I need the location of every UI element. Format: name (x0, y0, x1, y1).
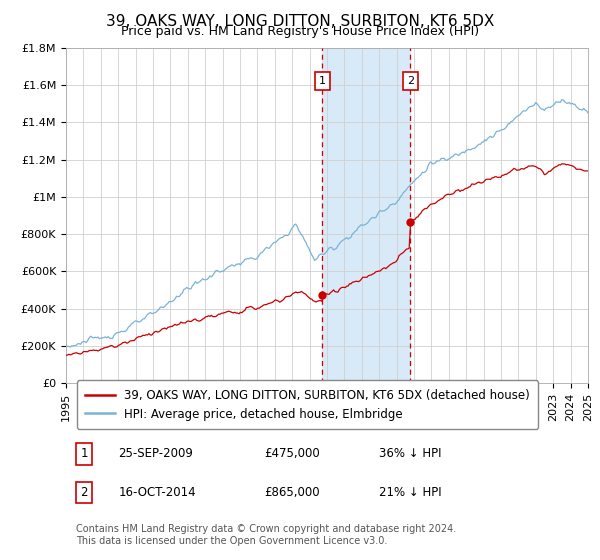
Text: 25-SEP-2009: 25-SEP-2009 (118, 447, 193, 460)
Bar (322, 48, 410, 383)
Text: 39, OAKS WAY, LONG DITTON, SURBITON, KT6 5DX: 39, OAKS WAY, LONG DITTON, SURBITON, KT6… (106, 14, 494, 29)
Text: 21% ↓ HPI: 21% ↓ HPI (379, 486, 442, 500)
Text: 1: 1 (319, 76, 326, 86)
Text: Contains HM Land Registry data © Crown copyright and database right 2024.
This d: Contains HM Land Registry data © Crown c… (76, 524, 457, 546)
Text: 1: 1 (80, 447, 88, 460)
Text: £865,000: £865,000 (265, 486, 320, 500)
Text: 36% ↓ HPI: 36% ↓ HPI (379, 447, 442, 460)
Text: 2: 2 (407, 76, 414, 86)
Text: £475,000: £475,000 (265, 447, 320, 460)
Text: Price paid vs. HM Land Registry's House Price Index (HPI): Price paid vs. HM Land Registry's House … (121, 25, 479, 38)
Legend: 39, OAKS WAY, LONG DITTON, SURBITON, KT6 5DX (detached house), HPI: Average pric: 39, OAKS WAY, LONG DITTON, SURBITON, KT6… (77, 380, 538, 429)
Text: 16-OCT-2014: 16-OCT-2014 (118, 486, 196, 500)
Text: 2: 2 (80, 486, 88, 500)
